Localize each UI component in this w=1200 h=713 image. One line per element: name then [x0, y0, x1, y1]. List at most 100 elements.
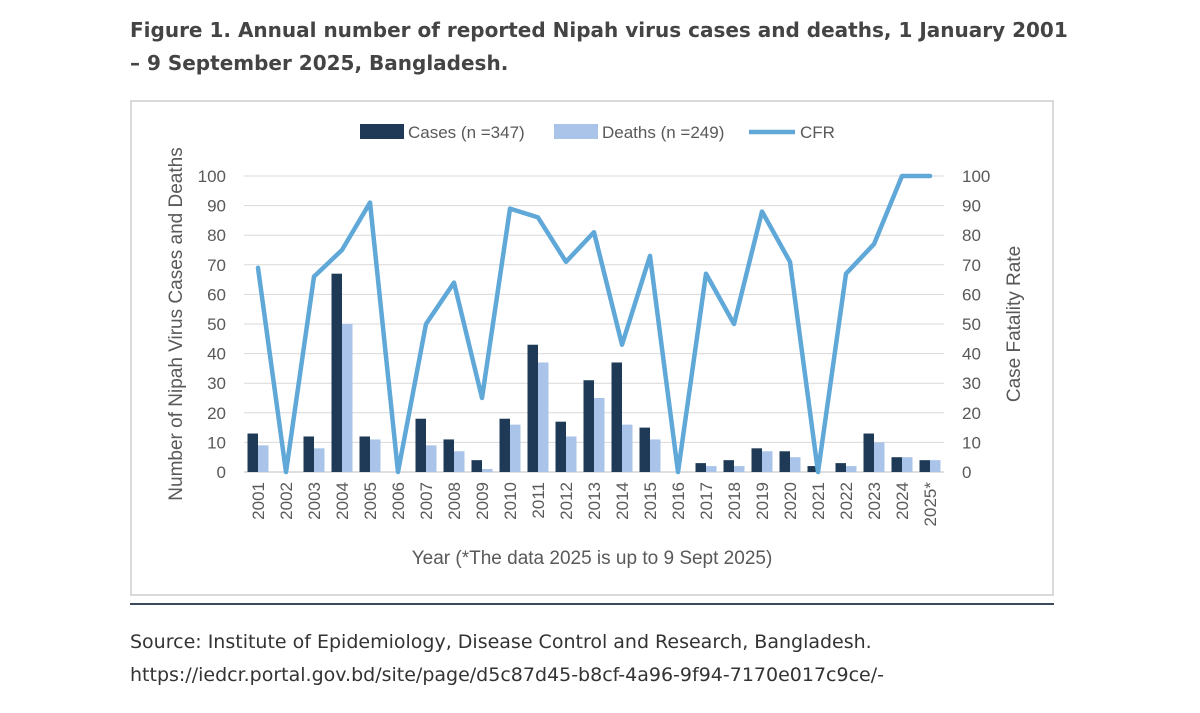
- y-tick-label: 40: [207, 345, 226, 364]
- bar-cases: [443, 439, 454, 472]
- legend-label-cfr: CFR: [800, 123, 835, 142]
- y-tick-label: 100: [198, 167, 226, 186]
- bar-deaths: [650, 439, 661, 472]
- x-tick-label: 2007: [417, 482, 436, 520]
- y-axis-title: Number of Nipah Virus Cases and Deaths: [166, 147, 187, 500]
- x-tick-label: 2004: [333, 482, 352, 520]
- bar-cases: [359, 436, 370, 472]
- x-tick-label: 2010: [501, 482, 520, 520]
- bar-deaths: [566, 436, 577, 472]
- y-tick-label: 30: [207, 374, 226, 393]
- y2-tick-label: 40: [962, 345, 981, 364]
- x-tick-label: 2013: [585, 482, 604, 520]
- bar-cases: [303, 436, 314, 472]
- x-tick-label: 2017: [697, 482, 716, 520]
- y2-tick-label: 0: [962, 463, 971, 482]
- bar-deaths: [622, 424, 633, 472]
- bar-cases: [863, 433, 874, 472]
- bar-deaths: [538, 362, 549, 472]
- x-tick-label: 2012: [557, 482, 576, 520]
- x-tick-label: 2011: [529, 482, 548, 519]
- bar-cases: [639, 427, 650, 472]
- x-tick-label: 2019: [753, 482, 772, 520]
- x-tick-label: 2014: [613, 482, 632, 520]
- y2-tick-label: 50: [962, 315, 981, 334]
- y-tick-label: 80: [207, 226, 226, 245]
- legend-swatch-cases: [360, 124, 404, 139]
- x-axis-title: Year (*The data 2025 is up to 9 Sept 202…: [412, 548, 773, 569]
- bar-cases: [611, 362, 622, 472]
- bar-deaths: [370, 439, 381, 472]
- bar-deaths: [426, 445, 437, 472]
- bar-cases: [695, 463, 706, 472]
- bar-cases: [723, 460, 734, 472]
- x-tick-label: 2008: [445, 482, 464, 520]
- bar-cases: [555, 421, 566, 472]
- bar-cases: [835, 463, 846, 472]
- bar-deaths: [482, 469, 493, 472]
- bar-deaths: [342, 324, 353, 472]
- x-tick-label: 2002: [277, 482, 296, 520]
- chart-container: 0 0 10 10 20 20 30 30 40 40 50 50 60 60 70 70 80 80 90 90 10…: [130, 100, 1054, 596]
- bar-deaths: [594, 398, 605, 472]
- y-tick-label: 10: [207, 433, 226, 452]
- bar-cases: [499, 418, 510, 472]
- y2-tick-label: 30: [962, 374, 981, 393]
- bar-cases: [807, 466, 818, 472]
- y-tick-label: 50: [207, 315, 226, 334]
- bar-deaths: [790, 457, 801, 472]
- bar-deaths: [734, 466, 745, 472]
- legend-label-cases: Cases (n =347): [408, 123, 525, 142]
- bar-cases: [919, 460, 930, 472]
- x-tick-label: 2005: [361, 482, 380, 520]
- source-note: Source: Institute of Epidemiology, Disea…: [130, 626, 1130, 692]
- bar-deaths: [706, 466, 717, 472]
- bar-deaths: [454, 451, 465, 472]
- x-tick-label: 2009: [473, 482, 492, 520]
- x-tick-label: 2023: [865, 482, 884, 520]
- x-tick-label: 2018: [725, 482, 744, 520]
- bar-cases: [891, 457, 902, 472]
- divider-line: [130, 603, 1054, 605]
- x-tick-label: 2016: [669, 482, 688, 520]
- y-tick-label: 90: [207, 197, 226, 216]
- bar-cases: [779, 451, 790, 472]
- y-tick-label: 70: [207, 256, 226, 275]
- legend-label-deaths: Deaths (n =249): [602, 123, 724, 142]
- bar-cases: [471, 460, 482, 472]
- bar-cases: [751, 448, 762, 472]
- bar-cases: [331, 273, 342, 472]
- bar-deaths: [258, 445, 269, 472]
- x-tick-label: 2024: [893, 482, 912, 520]
- y2-tick-label: 90: [962, 197, 981, 216]
- bar-cases: [583, 380, 594, 472]
- source-url[interactable]: https://iedcr.portal.gov.bd/site/page/d5…: [130, 664, 884, 686]
- bar-cases: [415, 418, 426, 472]
- bar-deaths: [930, 460, 941, 472]
- x-tick-label: 2006: [389, 482, 408, 520]
- y-tick-label: 60: [207, 285, 226, 304]
- bar-deaths: [902, 457, 913, 472]
- figure-title: Figure 1. Annual number of reported Nipa…: [130, 18, 1068, 75]
- y2-axis-title: Case Fatality Rate: [1004, 246, 1025, 402]
- bar-cases: [247, 433, 258, 472]
- y2-tick-label: 100: [962, 167, 990, 186]
- bar-deaths: [314, 448, 325, 472]
- legend-swatch-deaths: [554, 124, 598, 139]
- y2-tick-label: 10: [962, 433, 981, 452]
- x-tick-label: 2015: [641, 482, 660, 520]
- x-tick-label: 2025*: [921, 482, 940, 527]
- x-tick-label: 2022: [837, 482, 856, 520]
- y2-tick-label: 80: [962, 226, 981, 245]
- y-tick-label: 20: [207, 404, 226, 423]
- x-tick-label: 2020: [781, 482, 800, 520]
- y2-tick-label: 60: [962, 285, 981, 304]
- y2-tick-label: 20: [962, 404, 981, 423]
- bar-deaths: [874, 442, 885, 472]
- x-tick-label: 2021: [809, 482, 828, 520]
- x-tick-label: 2001: [249, 482, 268, 520]
- bar-deaths: [846, 466, 857, 472]
- source-text: Source: Institute of Epidemiology, Disea…: [130, 631, 872, 653]
- y2-tick-label: 70: [962, 256, 981, 275]
